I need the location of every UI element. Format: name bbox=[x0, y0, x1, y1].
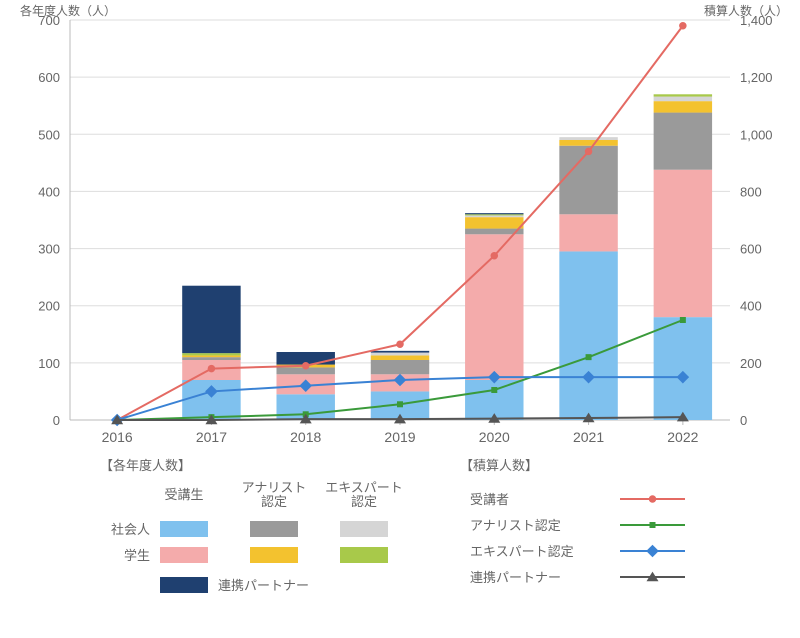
legend-col-header: エキスパート bbox=[325, 480, 403, 495]
legend-col-header: 認定 bbox=[351, 494, 377, 509]
bar-segment-shakaijin_analyst bbox=[182, 357, 240, 360]
marker-cum_jukou bbox=[396, 341, 404, 349]
left-tick-label: 600 bbox=[38, 70, 60, 85]
legend-right-title: 【積算人数】 bbox=[460, 458, 538, 473]
bar-segment-gakusei_jukou bbox=[559, 214, 617, 251]
legend-swatch-gakusei_analyst bbox=[250, 547, 298, 563]
bar-segment-gakusei_analyst bbox=[371, 355, 429, 360]
marker-cum_jukou bbox=[208, 365, 216, 373]
bar-segment-shakaijin_jukou bbox=[654, 317, 712, 420]
marker-cum_analyst bbox=[680, 317, 686, 323]
bar-segment-shakaijin_expert bbox=[465, 215, 523, 217]
bar-segment-gakusei_analyst bbox=[182, 355, 240, 357]
right-tick-label: 600 bbox=[740, 242, 762, 257]
legend-swatch-gakusei_expert bbox=[340, 547, 388, 563]
marker-cum_jukou bbox=[585, 148, 593, 156]
bar-segment-gakusei_expert bbox=[465, 214, 523, 215]
bar-segment-shakaijin_analyst bbox=[559, 146, 617, 215]
legend-col-header: 認定 bbox=[261, 494, 287, 509]
left-tick-label: 0 bbox=[53, 413, 60, 428]
bar-segment-gakusei_analyst bbox=[559, 140, 617, 146]
bar-segment-shakaijin_jukou bbox=[559, 251, 617, 420]
category-label: 2020 bbox=[479, 429, 510, 445]
bar-segment-shakaijin_expert bbox=[654, 97, 712, 102]
category-label: 2019 bbox=[384, 429, 415, 445]
bar-segment-shakaijin_expert bbox=[559, 137, 617, 140]
left-tick-label: 100 bbox=[38, 356, 60, 371]
bar-segment-gakusei_analyst bbox=[465, 217, 523, 228]
left-tick-label: 500 bbox=[38, 127, 60, 142]
legend-col-header: 受講生 bbox=[164, 487, 203, 502]
left-axis-title: 各年度人数（人） bbox=[20, 3, 116, 18]
legend-col-header: アナリスト bbox=[242, 480, 307, 495]
marker-cum_analyst bbox=[491, 387, 497, 393]
legend-swatch-gakusei_jukou bbox=[160, 547, 208, 563]
right-tick-label: 1,000 bbox=[740, 127, 773, 142]
legend-marker-cum_expert bbox=[646, 545, 659, 558]
legend-line-label-cum_jukou: 受講者 bbox=[470, 492, 509, 507]
right-tick-label: 800 bbox=[740, 184, 762, 199]
category-label: 2022 bbox=[667, 429, 698, 445]
bar-segment-renkei_partner bbox=[182, 286, 240, 353]
legend-marker-cum_jukou bbox=[649, 495, 657, 503]
category-label: 2017 bbox=[196, 429, 227, 445]
legend-left-title: 【各年度人数】 bbox=[100, 458, 191, 473]
bar-segment-gakusei_analyst bbox=[654, 101, 712, 112]
category-label: 2018 bbox=[290, 429, 321, 445]
category-label: 2016 bbox=[102, 429, 133, 445]
left-tick-label: 400 bbox=[38, 184, 60, 199]
legend-marker-cum_analyst bbox=[650, 522, 656, 528]
marker-cum_jukou bbox=[679, 22, 687, 30]
legend-row-label: 社会人 bbox=[111, 522, 150, 537]
left-tick-label: 200 bbox=[38, 299, 60, 314]
right-tick-label: 0 bbox=[740, 413, 747, 428]
bar-segment-gakusei_jukou bbox=[654, 170, 712, 317]
right-tick-label: 400 bbox=[740, 299, 762, 314]
right-tick-label: 1,200 bbox=[740, 70, 773, 85]
legend-swatch-shakaijin_jukou bbox=[160, 521, 208, 537]
marker-cum_analyst bbox=[586, 354, 592, 360]
category-label: 2021 bbox=[573, 429, 604, 445]
bar-segment-gakusei_expert bbox=[654, 94, 712, 96]
legend-line-label-cum_analyst: アナリスト認定 bbox=[470, 518, 561, 533]
legend-partner-label: 連携パートナー bbox=[218, 578, 309, 593]
bar-segment-renkei_partner bbox=[371, 351, 429, 353]
marker-cum_jukou bbox=[302, 362, 310, 370]
bar-segment-gakusei_expert bbox=[182, 353, 240, 355]
bar-segment-shakaijin_expert bbox=[371, 353, 429, 356]
chart-svg: 010020030040050060070002004006008001,000… bbox=[0, 0, 800, 638]
bar-segment-shakaijin_analyst bbox=[654, 113, 712, 170]
right-axis-title: 積算人数（人） bbox=[704, 3, 788, 18]
left-tick-label: 300 bbox=[38, 242, 60, 257]
legend-line-label-cum_expert: エキスパート認定 bbox=[470, 544, 574, 559]
marker-cum_analyst bbox=[397, 401, 403, 407]
legend-row-label: 学生 bbox=[124, 548, 150, 563]
chart-container: 010020030040050060070002004006008001,000… bbox=[0, 0, 800, 638]
bar-segment-renkei_partner bbox=[465, 213, 523, 214]
legend-swatch-shakaijin_analyst bbox=[250, 521, 298, 537]
right-tick-label: 200 bbox=[740, 356, 762, 371]
legend-swatch-renkei_partner bbox=[160, 577, 208, 593]
legend-swatch-shakaijin_expert bbox=[340, 521, 388, 537]
marker-cum_jukou bbox=[491, 252, 499, 260]
bar-segment-shakaijin_analyst bbox=[371, 360, 429, 374]
legend-line-label-cum_partner: 連携パートナー bbox=[470, 570, 561, 585]
